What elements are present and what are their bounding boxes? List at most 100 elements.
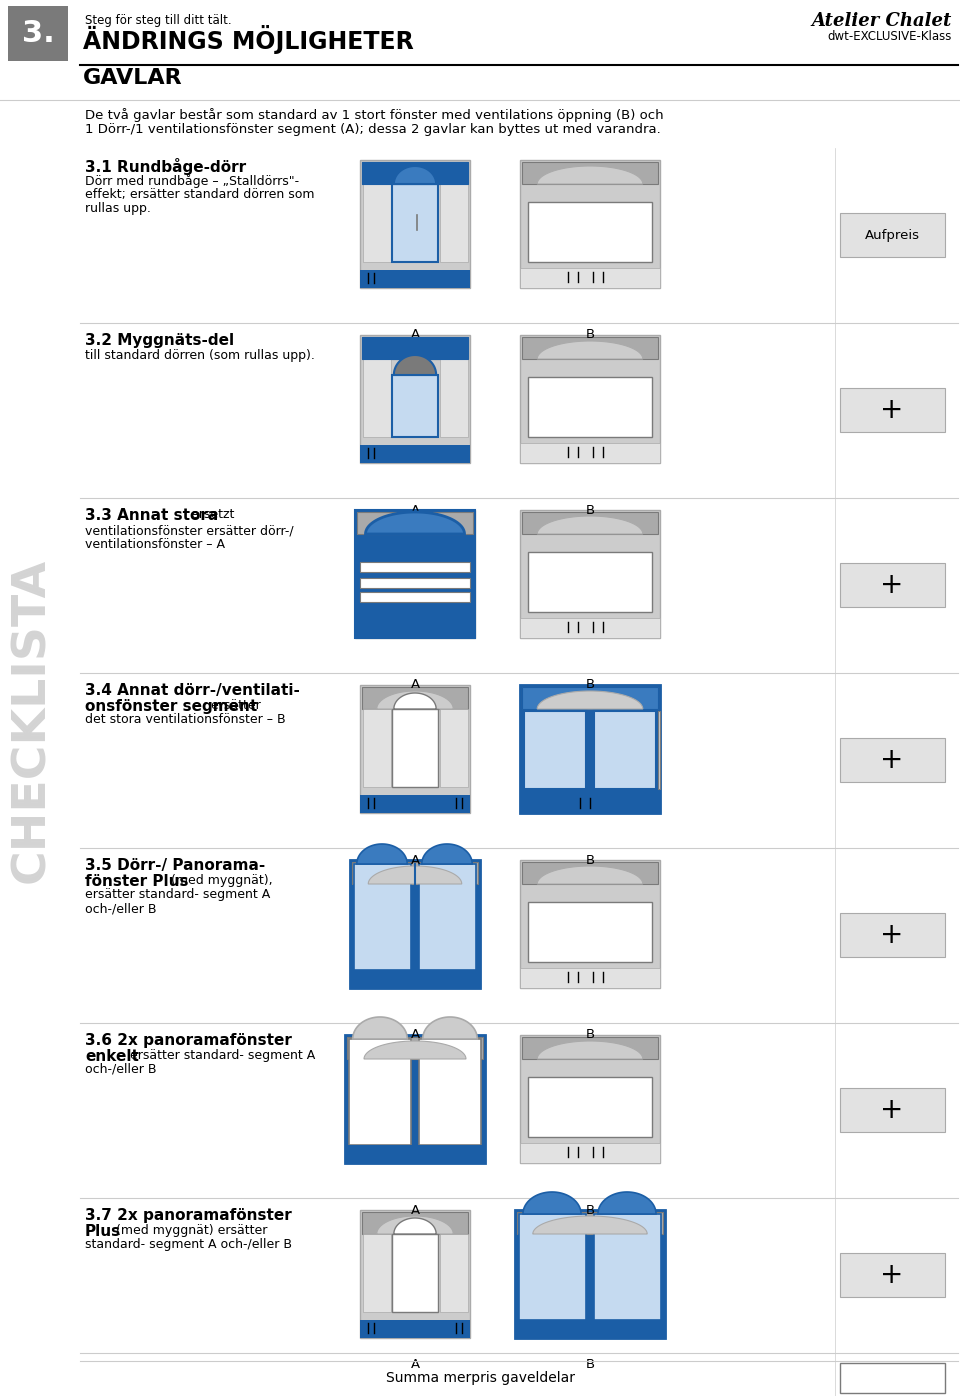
Bar xyxy=(440,359,468,437)
Text: B: B xyxy=(586,504,594,517)
Bar xyxy=(360,685,470,812)
Polygon shape xyxy=(369,866,462,884)
Bar xyxy=(520,967,660,988)
Bar xyxy=(355,510,475,638)
Bar xyxy=(528,1076,652,1136)
Bar xyxy=(522,336,658,359)
Text: +: + xyxy=(880,571,903,599)
Polygon shape xyxy=(364,1041,466,1060)
Bar xyxy=(522,162,658,184)
Polygon shape xyxy=(538,517,643,535)
Bar xyxy=(520,161,660,288)
Bar xyxy=(362,336,468,359)
Text: 3.3 Annat stora: 3.3 Annat stora xyxy=(85,508,218,524)
Bar xyxy=(520,685,660,812)
Text: B: B xyxy=(586,853,594,867)
Text: effekt; ersätter standard dörren som: effekt; ersätter standard dörren som xyxy=(85,188,315,201)
Bar xyxy=(392,709,438,787)
Text: ÄNDRINGS MÖJLIGHETER: ÄNDRINGS MÖJLIGHETER xyxy=(83,25,414,54)
Text: ersetzt: ersetzt xyxy=(187,508,234,521)
Polygon shape xyxy=(538,341,643,359)
Bar xyxy=(354,864,411,970)
Polygon shape xyxy=(376,1216,453,1234)
Text: ventilationsfönster ersätter dörr-/: ventilationsfönster ersätter dörr-/ xyxy=(85,524,294,537)
Bar xyxy=(347,1037,483,1060)
Bar xyxy=(658,711,660,789)
Text: fönster Plus: fönster Plus xyxy=(85,874,188,889)
Bar xyxy=(363,1234,391,1312)
Bar xyxy=(520,860,660,988)
Bar xyxy=(515,1321,665,1337)
Bar xyxy=(362,336,468,359)
Bar xyxy=(392,184,438,262)
Bar xyxy=(522,687,658,709)
Text: A: A xyxy=(411,1203,420,1216)
Polygon shape xyxy=(523,1192,581,1215)
Bar xyxy=(528,902,652,962)
Bar xyxy=(8,6,68,61)
Text: standard- segment A och-/eller B: standard- segment A och-/eller B xyxy=(85,1238,292,1251)
Bar xyxy=(515,1210,665,1337)
Bar xyxy=(517,1212,663,1234)
Bar xyxy=(360,445,470,463)
Text: A: A xyxy=(411,328,420,342)
Bar xyxy=(594,1215,661,1321)
Text: 3.4 Annat dörr-/ventilati-: 3.4 Annat dörr-/ventilati- xyxy=(85,683,300,698)
Bar xyxy=(840,563,945,607)
Bar xyxy=(360,592,470,602)
Bar xyxy=(345,1145,485,1163)
Text: (med myggnät) ersätter: (med myggnät) ersätter xyxy=(112,1224,268,1237)
Bar xyxy=(520,685,660,812)
Polygon shape xyxy=(394,1217,436,1234)
Bar xyxy=(355,620,475,638)
Bar xyxy=(520,794,660,812)
Bar xyxy=(840,1254,945,1297)
Text: 1 Dörr-/1 ventilationsfönster segment (A); dessa 2 gavlar kan byttes ut med vara: 1 Dörr-/1 ventilationsfönster segment (A… xyxy=(85,123,660,135)
Polygon shape xyxy=(421,845,472,864)
Bar xyxy=(522,512,658,535)
Bar xyxy=(360,794,470,812)
Bar xyxy=(520,1034,660,1163)
Text: och-/eller B: och-/eller B xyxy=(85,1062,156,1076)
Text: GAVLAR: GAVLAR xyxy=(83,68,182,88)
Text: onsfönster segment: onsfönster segment xyxy=(85,699,257,713)
Text: Aufpreis: Aufpreis xyxy=(865,229,920,242)
Bar xyxy=(360,578,470,588)
Bar xyxy=(840,388,945,431)
Polygon shape xyxy=(376,691,453,709)
Text: A: A xyxy=(411,1358,420,1371)
Bar xyxy=(363,359,391,437)
Bar xyxy=(528,551,652,611)
Polygon shape xyxy=(394,692,436,709)
Polygon shape xyxy=(598,1192,656,1215)
Polygon shape xyxy=(533,1216,647,1234)
Polygon shape xyxy=(357,845,407,864)
Bar xyxy=(360,335,470,463)
Text: De två gavlar består som standard av 1 stort fönster med ventilations öppning (B: De två gavlar består som standard av 1 s… xyxy=(85,107,663,121)
Bar xyxy=(440,709,468,787)
Bar xyxy=(520,510,660,638)
Bar xyxy=(519,1215,586,1321)
Text: A: A xyxy=(411,1029,420,1041)
Text: ersätter: ersätter xyxy=(207,699,261,712)
Text: Dörr med rundbåge – „Stalldörrs"-: Dörr med rundbåge – „Stalldörrs"- xyxy=(85,174,300,188)
Bar xyxy=(522,1037,658,1060)
Text: det stora ventilationsfönster – B: det stora ventilationsfönster – B xyxy=(85,713,286,726)
Bar xyxy=(362,1212,468,1234)
Bar xyxy=(520,1143,660,1163)
Bar xyxy=(362,162,468,184)
Bar xyxy=(355,510,475,638)
Polygon shape xyxy=(538,166,643,184)
Text: Steg för steg till ditt tält.: Steg för steg till ditt tält. xyxy=(85,14,231,27)
Text: Plus: Plus xyxy=(85,1224,121,1240)
Bar xyxy=(419,864,476,970)
Bar xyxy=(362,687,468,709)
Bar xyxy=(345,1034,485,1163)
Bar xyxy=(840,214,945,257)
Bar xyxy=(440,184,468,262)
Polygon shape xyxy=(394,355,436,376)
Bar xyxy=(350,970,480,988)
Bar xyxy=(360,1321,470,1337)
Polygon shape xyxy=(366,512,465,535)
Bar xyxy=(528,377,652,437)
